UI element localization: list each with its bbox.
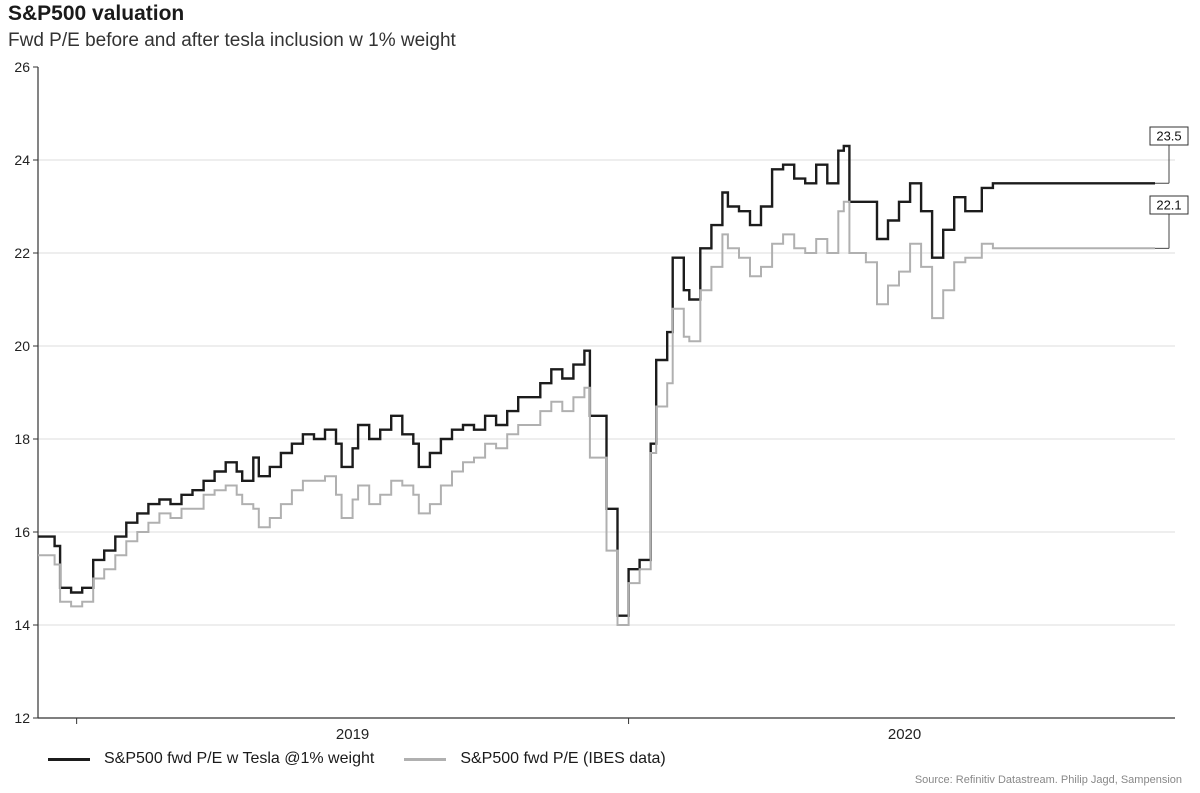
- grid-lines: [38, 159, 1175, 626]
- axes: 12 14 16 18 20 22 24 26 2019 2020: [14, 59, 1175, 743]
- series-line-1: [38, 200, 1155, 626]
- legend-label-ibes: S&P500 fwd P/E (IBES data): [460, 750, 666, 767]
- x-tick-label-2020: 2020: [888, 726, 921, 743]
- x-tick-label-2019: 2019: [336, 726, 369, 743]
- y-tick-label-26: 26: [14, 59, 30, 75]
- legend-swatch-tesla: [48, 757, 90, 761]
- end-label-box-0: [1149, 126, 1189, 146]
- legend-item-tesla: S&P500 fwd P/E w Tesla @1% weight: [48, 750, 374, 768]
- series-line-0: [38, 144, 1155, 617]
- source-note: Source: Refinitiv Datastream. Philip Jag…: [914, 774, 1182, 786]
- chart-subtitle: Fwd P/E before and after tesla inclusion…: [8, 30, 456, 51]
- y-tick-label-14: 14: [14, 617, 30, 633]
- legend-item-ibes: S&P500 fwd P/E (IBES data): [404, 750, 666, 768]
- end-label-text-1: 22.1: [1156, 198, 1181, 213]
- end-label-1: 22.1: [1149, 195, 1189, 249]
- y-tick-label-18: 18: [14, 431, 30, 447]
- chart-title: S&P500 valuation: [8, 2, 185, 25]
- legend-swatch-ibes: [404, 757, 447, 761]
- y-tick-label-16: 16: [14, 524, 30, 540]
- y-tick-label-22: 22: [14, 245, 30, 261]
- end-label-0: 23.5: [1149, 126, 1189, 184]
- end-label-text-0: 23.5: [1156, 129, 1181, 144]
- legend: S&P500 fwd P/E w Tesla @1% weight S&P500…: [48, 750, 696, 768]
- y-tick-label-20: 20: [14, 338, 30, 354]
- end-labels: 23.5 22.1: [1149, 126, 1189, 249]
- y-tick-label-24: 24: [14, 152, 30, 168]
- series-lines: [38, 144, 1155, 626]
- y-tick-label-12: 12: [14, 710, 30, 726]
- end-label-box-1: [1149, 195, 1189, 215]
- legend-label-tesla: S&P500 fwd P/E w Tesla @1% weight: [104, 750, 375, 767]
